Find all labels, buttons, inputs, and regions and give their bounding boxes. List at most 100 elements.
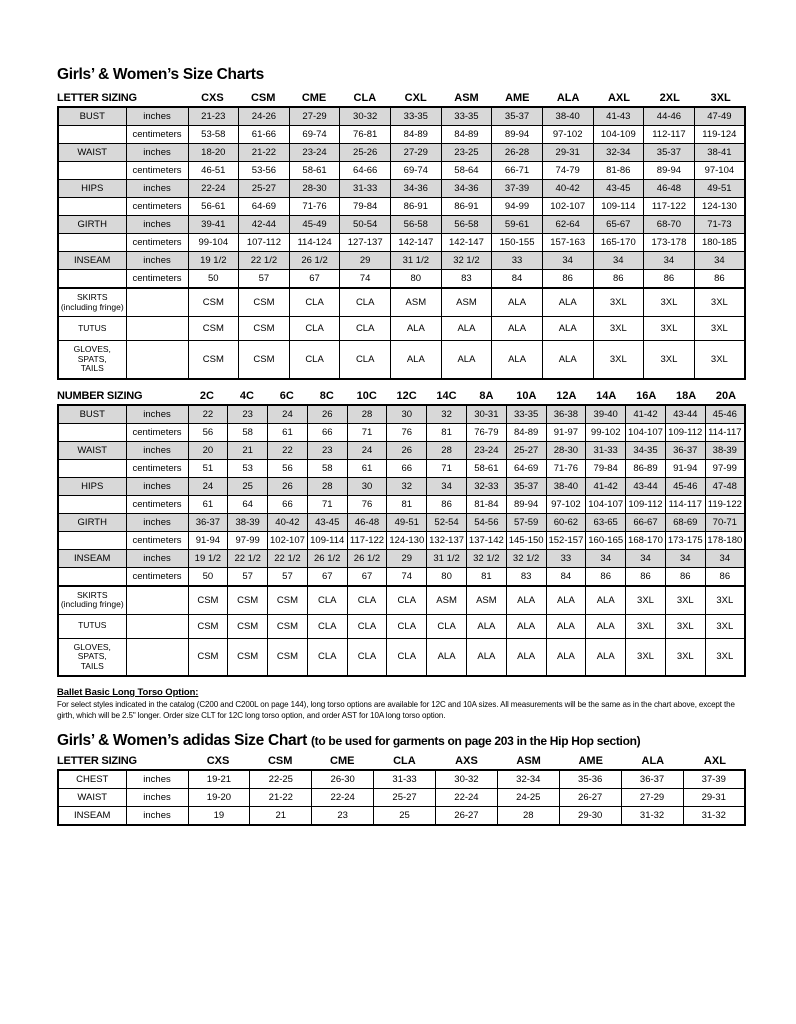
column-header: 8A [479,389,494,402]
cell-value: 34-36 [390,179,442,198]
cell-value: 86 [693,269,746,289]
cell-value: 37-39 [682,769,746,789]
cell-value: 71-73 [693,215,746,234]
column-header: 4C [239,389,254,402]
cell-value: 157-163 [541,233,594,252]
row-label [57,422,127,442]
cell-value: 23 [306,440,348,460]
row-label: INSEAM [57,251,127,270]
cell-value: 33 [545,548,587,568]
cell-value: 34 [426,476,467,496]
unit-label: centimeters [125,197,189,216]
unit-label: centimeters [125,161,189,180]
garment-row-label-line: (including fringe) [60,301,124,312]
cell-value: 31-33 [585,440,627,460]
unit-label-empty [125,637,189,677]
cell-value: 173-178 [643,233,695,252]
column-header: 6C [279,389,294,402]
measurement-row: centimeters 99-104 107-112 114-124 127-137 14… [57,233,746,252]
cell-value: ALA [505,584,547,615]
cell-value: CSM [238,340,290,379]
table-header-label: LETTER SIZING [57,92,137,104]
measurement-row: GIRTH inches 36-37 38-39 40-42 43-45 46-48 49-5… [57,512,746,532]
unit-label: centimeters [125,422,189,442]
cell-value: 66-67 [625,512,666,532]
cell-value: 152-157 [545,530,587,550]
row-label: INSEAM [57,548,127,568]
cell-value: 21-23 [187,106,240,126]
cell-value: 160-165 [585,530,627,550]
cell-value: 38-40 [545,476,587,496]
cell-value: 19-21 [187,769,251,789]
cell-value: 61-66 [238,125,290,144]
cell-value: 33-35 [440,106,493,126]
cell-value: 38-40 [541,106,594,126]
cell-value: 22 1/2 [227,548,269,568]
cell-value: 3XL [664,584,706,615]
cell-value: 41-42 [585,476,627,496]
cell-value: 61 [346,458,388,478]
cell-value: 45-46 [664,476,706,496]
cell-value: 71 [306,494,348,514]
measurement-row: GIRTH inches 39-41 42-44 45-49 50-54 56-58 56-5… [57,215,746,234]
cell-value: 32 1/2 [440,251,493,270]
cell-value: 66-71 [491,161,543,180]
cell-value: 26 1/2 [306,548,348,568]
column-header: CLA [393,755,416,767]
cell-value: CLA [346,637,388,677]
cell-value: 35-36 [558,769,622,789]
cell-value: 41-43 [592,106,645,126]
note-heading: Ballet Basic Long Torso Option: [57,687,199,698]
cell-value: CLA [386,613,428,639]
row-label [57,233,127,252]
cell-value: 97-99 [227,530,269,550]
cell-value: 3XL [704,613,746,639]
measurement-row: centimeters 46-51 53-56 58-61 64-66 69-74 58-6… [57,161,746,180]
cell-value: 84 [491,269,543,289]
cell-value: 109-114 [592,197,645,216]
cell-value: 53-56 [238,161,290,180]
cell-value: CLA [339,287,391,317]
column-header: AXL [607,92,630,104]
cell-value: 104-109 [592,125,645,144]
cell-value: 76 [386,422,428,442]
cell-value: 47-49 [693,106,746,126]
cell-value: 3XL [693,287,746,317]
cell-value: 38-39 [704,440,746,460]
cell-value: 26-28 [491,143,543,162]
cell-value: ASM [465,584,507,615]
column-header: AME [578,755,603,767]
cell-value: 25-27 [505,440,547,460]
cell-value: 29-31 [682,788,746,807]
cell-value: 84-89 [440,125,493,144]
cell-value: 58 [227,422,269,442]
cell-value: 43-44 [625,476,666,496]
column-header: 14A [596,389,617,402]
cell-value: 22 1/2 [267,548,308,568]
cell-value: ALA [465,613,507,639]
cell-value: 3XL [592,316,645,341]
cell-value: 21 [249,806,313,826]
cell-value: CSM [187,316,240,341]
cell-value: 86-89 [625,458,666,478]
cell-value: 26-30 [311,769,375,789]
cell-value: 114-117 [704,422,746,442]
cell-value: 32 1/2 [505,548,547,568]
cell-value: 76 [346,494,388,514]
row-label: BUST [57,106,127,126]
cell-value: ASM [440,287,493,317]
measurement-row: BUST inches 21-23 24-26 27-29 30-32 33-35 33-35… [57,106,746,126]
cell-value: 81 [386,494,428,514]
cell-value: 34 [643,251,695,270]
row-label: WAIST [57,440,127,460]
letter-sizing-table: BUST inches 21-23 24-26 27-29 30-32 33-35 33-35… [57,106,746,380]
cell-value: 34 [585,548,627,568]
column-header: 12C [396,389,417,402]
letter-sizing-chart: LETTER SIZING CXS CSM CME CLA CXL ASM AME ALA AXL… [57,92,746,380]
cell-value: 25-26 [339,143,391,162]
measurement-row: centimeters 61 64 66 71 76 81 86 81-84 89-94 97-10… [57,494,746,514]
cell-value: 58-61 [288,161,341,180]
cell-value: 30-32 [339,106,391,126]
cell-value: 99-102 [585,422,627,442]
measurement-row: centimeters 91-94 97-99 102-107 109-114 117-1… [57,530,746,550]
